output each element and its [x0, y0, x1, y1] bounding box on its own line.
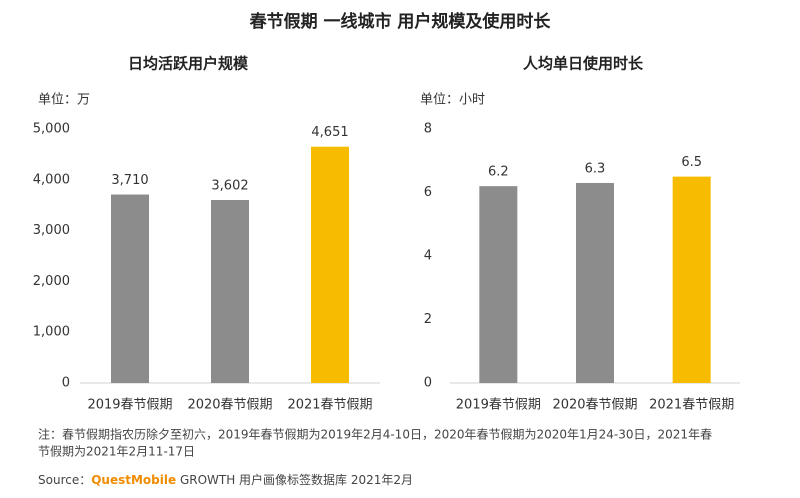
value-label: 4,651	[311, 125, 348, 140]
bar	[111, 194, 149, 383]
y-tick-label: 2,000	[33, 274, 70, 289]
y-tick-label: 5,000	[33, 122, 70, 137]
chart-title: 春节假期 一线城市 用户规模及使用时长	[250, 11, 552, 32]
y-tick-label: 3,000	[33, 223, 70, 238]
bar	[672, 176, 711, 383]
y-tick-label: 2	[424, 312, 432, 327]
source-rest: GROWTH 用户画像标签数据库 2021年2月	[176, 472, 413, 487]
x-tick-label: 2020春节假期	[552, 398, 637, 413]
bar	[211, 200, 249, 383]
x-tick-label: 2019春节假期	[456, 398, 541, 413]
source: Source：QuestMobile GROWTH 用户画像标签数据库 2021…	[38, 472, 413, 487]
bar	[311, 146, 349, 383]
unit-label: 单位：万	[38, 93, 90, 108]
x-tick-label: 2021春节假期	[649, 398, 734, 413]
y-tick-label: 6	[424, 185, 432, 200]
y-tick-label: 4	[424, 249, 432, 264]
y-tick-label: 8	[424, 122, 432, 137]
value-label: 6.3	[585, 161, 606, 176]
source-prefix: Source：	[38, 473, 91, 487]
value-label: 3,602	[211, 179, 248, 194]
subplot-title: 人均单日使用时长	[523, 55, 644, 73]
value-label: 6.5	[681, 155, 702, 170]
y-tick-label: 1,000	[33, 325, 70, 340]
y-tick-label: 0	[62, 376, 70, 391]
y-tick-label: 0	[424, 376, 432, 391]
bar	[479, 186, 518, 383]
bar	[576, 182, 614, 383]
note: 节假期为2021年2月11-17日	[38, 445, 195, 459]
x-tick-label: 2020春节假期	[187, 398, 272, 413]
unit-label: 单位：小时	[420, 93, 485, 108]
value-label: 3,710	[111, 173, 148, 188]
source-brand: QuestMobile	[91, 473, 176, 487]
value-label: 6.2	[488, 165, 509, 180]
y-tick-label: 4,000	[33, 172, 70, 187]
subplot-title: 日均活跃用户规模	[128, 55, 249, 73]
x-tick-label: 2021春节假期	[287, 398, 372, 413]
note: 注：春节假期指农历除夕至初六，2019年春节假期为2019年2月4-10日，20…	[38, 427, 712, 442]
x-tick-label: 2019春节假期	[87, 398, 172, 413]
